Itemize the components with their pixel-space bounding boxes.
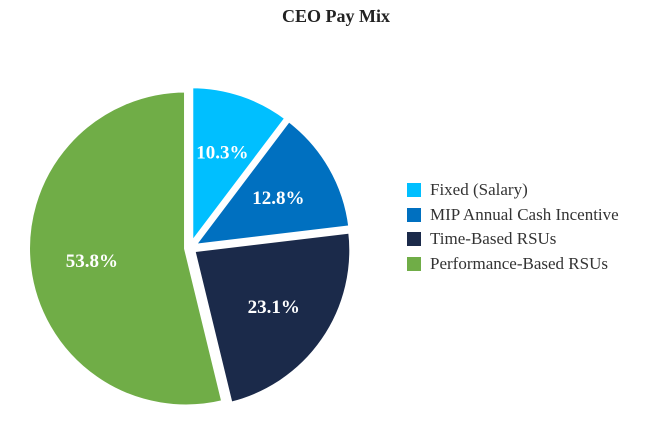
pie-slice-time-based-rsus [190,229,354,407]
legend-item-time-based-rsus: Time-Based RSUs [407,227,672,252]
legend-swatch [407,232,421,247]
slice-label-performance-based-rsus: 53.8% [66,251,118,272]
chart-legend: Fixed (Salary) MIP Annual Cash Incentive… [407,178,672,276]
chart-title: CEO Pay Mix [282,6,390,26]
slice-label-mip-annual-cash-incentive: 12.8% [252,188,304,209]
legend-item-performance-based-rsus: Performance-Based RSUs [407,252,672,277]
legend-swatch [407,256,421,271]
legend-swatch [407,183,421,198]
pie-slice-performance-based-rsus [26,88,226,409]
legend-label: Fixed (Salary) [430,180,528,200]
pie-slice-fixed-salary [189,84,290,251]
pie-slice-mip-annual-cash-incentive [189,117,353,249]
legend-item-fixed-salary: Fixed (Salary) [407,178,672,203]
legend-label: Time-Based RSUs [430,229,557,249]
legend-label: MIP Annual Cash Incentive [430,204,619,224]
legend-label: Performance-Based RSUs [430,253,608,273]
legend-item-mip-annual-cash-incentive: MIP Annual Cash Incentive [407,203,672,228]
slice-label-time-based-rsus: 23.1% [248,297,300,318]
legend-swatch [407,207,421,222]
slice-label-fixed-salary: 10.3% [196,142,248,163]
